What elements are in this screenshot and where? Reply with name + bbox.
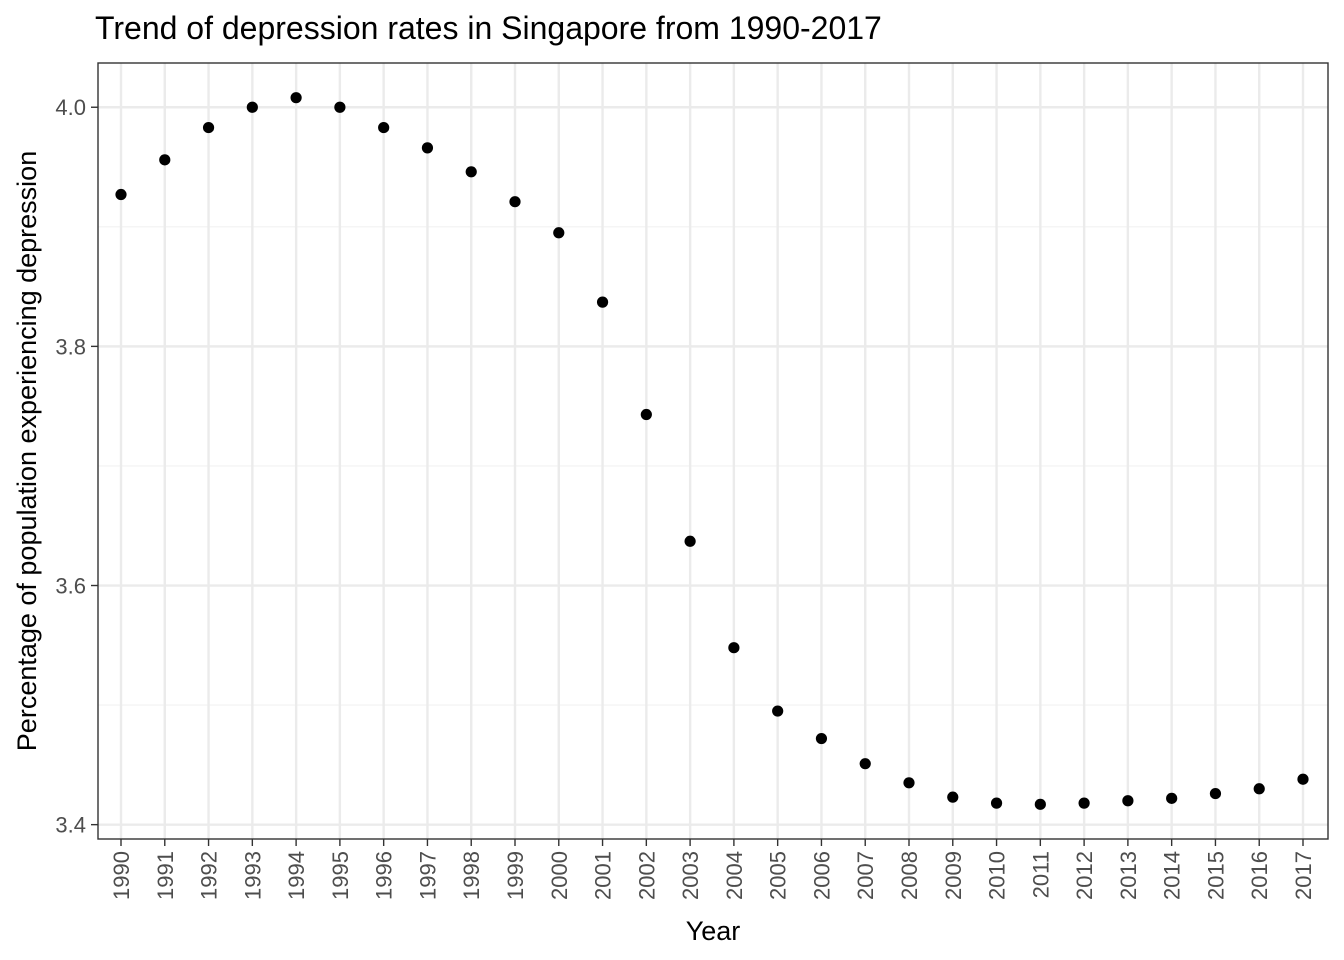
data-point <box>246 101 258 113</box>
x-tick-label: 2005 <box>766 851 791 900</box>
y-axis: 3.4 3.6 3.8 4.0 <box>55 95 98 838</box>
data-points <box>115 92 1309 810</box>
x-tick-label: 1999 <box>503 851 528 900</box>
data-point <box>159 154 171 166</box>
x-tick-label: 1994 <box>284 851 309 900</box>
data-point <box>1166 792 1178 804</box>
x-tick-label: 2009 <box>941 851 966 900</box>
x-tick-label: 2008 <box>897 851 922 900</box>
x-tick-label: 1990 <box>109 851 134 900</box>
data-point <box>684 535 696 547</box>
x-tick-label: 2003 <box>678 851 703 900</box>
data-point <box>465 166 477 178</box>
x-tick-label: 1992 <box>197 851 222 900</box>
x-tick-label: 2001 <box>591 851 616 900</box>
y-tick-label: 3.4 <box>55 813 86 838</box>
x-tick-label: 2011 <box>1028 851 1053 898</box>
y-tick-label: 4.0 <box>55 95 86 120</box>
data-point <box>640 408 652 421</box>
data-point <box>815 732 828 745</box>
major-gridlines <box>98 63 1328 839</box>
x-tick-label: 1997 <box>415 851 440 900</box>
data-point <box>1078 797 1090 809</box>
x-tick-label: 2000 <box>547 851 572 900</box>
data-point <box>772 705 784 717</box>
x-axis: 1990 1991 1992 1993 1994 1995 1996 1997 1998 1999… <box>109 839 1316 900</box>
data-point <box>728 642 740 654</box>
y-axis-title: Percentage of population experiencing de… <box>12 151 42 751</box>
data-point <box>596 296 609 308</box>
data-point <box>202 121 215 134</box>
panel-border <box>97 62 1329 840</box>
data-point <box>1034 798 1046 810</box>
data-point <box>1253 783 1265 795</box>
data-point <box>334 101 346 113</box>
data-point <box>1209 787 1222 800</box>
data-point <box>1122 795 1134 807</box>
x-tick-label: 2016 <box>1247 851 1272 900</box>
data-point <box>553 227 565 239</box>
x-tick-label: 2014 <box>1160 851 1185 900</box>
data-point <box>947 791 959 803</box>
data-point <box>859 758 871 770</box>
chart-title: Trend of depression rates in Singapore f… <box>95 10 882 46</box>
data-point <box>903 777 915 789</box>
data-point <box>378 121 390 134</box>
x-tick-label: 2006 <box>809 851 834 900</box>
y-tick-label: 3.6 <box>55 574 86 599</box>
x-tick-label: 2017 <box>1291 851 1316 900</box>
data-point <box>115 188 127 201</box>
minor-gridlines <box>98 226 1328 706</box>
x-tick-label: 1993 <box>240 851 265 900</box>
x-tick-label: 2013 <box>1116 851 1141 900</box>
data-point <box>990 797 1003 809</box>
data-point <box>290 92 302 104</box>
x-tick-label: 2002 <box>634 851 659 900</box>
data-point <box>421 142 434 154</box>
data-point <box>509 196 521 208</box>
y-tick-label: 3.8 <box>55 334 86 359</box>
data-point <box>1297 773 1309 785</box>
x-tick-label: 2012 <box>1072 851 1097 900</box>
x-tick-label: 1998 <box>459 851 484 900</box>
x-tick-label: 2004 <box>722 851 747 900</box>
x-tick-label: 1991 <box>153 851 178 900</box>
x-tick-label: 2015 <box>1203 851 1228 900</box>
x-tick-label: 1996 <box>372 851 397 900</box>
x-tick-label: 2007 <box>853 851 878 900</box>
x-axis-title: Year <box>686 916 741 946</box>
x-tick-label: 1995 <box>328 851 353 900</box>
x-tick-label: 2010 <box>985 851 1010 900</box>
